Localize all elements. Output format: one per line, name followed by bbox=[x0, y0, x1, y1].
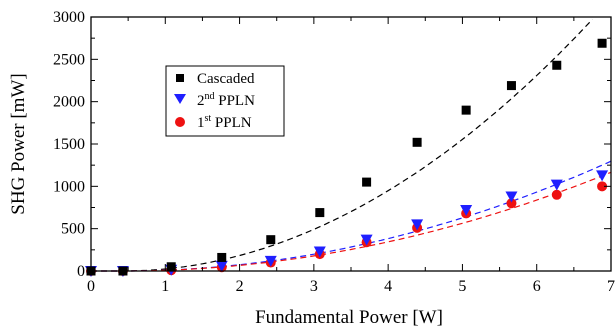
x-tick-label: 7 bbox=[607, 278, 615, 295]
point-cascaded bbox=[362, 177, 372, 187]
fit-curve-series-1 bbox=[91, 160, 612, 272]
y-tick-label: 500 bbox=[61, 221, 85, 238]
point-cascaded bbox=[461, 105, 471, 115]
point-2nd-ppln bbox=[505, 191, 518, 203]
point-cascaded bbox=[597, 38, 607, 48]
y-axis-label: SHG Power [mW] bbox=[8, 73, 29, 214]
point-cascaded bbox=[217, 252, 227, 262]
y-tick-label: 1500 bbox=[53, 136, 85, 153]
fit-curves bbox=[91, 18, 612, 272]
x-tick-label: 2 bbox=[236, 278, 244, 295]
point-cascaded bbox=[506, 81, 516, 91]
legend-box bbox=[165, 65, 285, 137]
plot-frame bbox=[90, 16, 612, 272]
x-axis-label: Fundamental Power [W] bbox=[255, 307, 443, 328]
point-2nd-ppln bbox=[215, 260, 228, 272]
y-tick-label: 0 bbox=[77, 263, 85, 280]
legend-label-2nd-ppln: 2nd PPLN bbox=[197, 91, 255, 109]
point-2nd-ppln bbox=[460, 205, 473, 217]
point-cascaded bbox=[266, 235, 276, 245]
legend-label-1st-sup: st bbox=[205, 113, 212, 124]
point-cascaded bbox=[315, 208, 325, 218]
point-1st-ppln bbox=[597, 181, 608, 192]
legend-label-2nd-sup: nd bbox=[205, 91, 215, 102]
y-tick-label: 2000 bbox=[53, 94, 85, 111]
x-tick-label: 3 bbox=[310, 278, 318, 295]
legend: Cascaded 2nd PPLN 1st PPLN bbox=[165, 65, 285, 137]
legend-marker-1st-ppln bbox=[175, 117, 185, 127]
data-points bbox=[85, 38, 609, 277]
point-2nd-ppln bbox=[360, 234, 373, 246]
point-cascaded bbox=[412, 137, 422, 147]
y-tick-label: 1000 bbox=[53, 178, 85, 195]
legend-label-cascaded: Cascaded bbox=[197, 71, 255, 87]
x-tick-label: 4 bbox=[384, 278, 392, 295]
x-tick-label: 6 bbox=[533, 278, 541, 295]
legend-label-1st-ppln: 1st PPLN bbox=[197, 113, 252, 131]
x-tick-label: 5 bbox=[458, 278, 466, 295]
point-cascaded bbox=[552, 60, 562, 70]
x-tick-label: 0 bbox=[87, 278, 95, 295]
legend-marker-cascaded bbox=[176, 74, 184, 82]
fit-curve-series-2 bbox=[91, 171, 612, 272]
point-2nd-ppln bbox=[411, 219, 424, 231]
x-tick-label: 1 bbox=[161, 278, 169, 295]
y-tick-label: 3000 bbox=[53, 9, 85, 26]
point-1st-ppln bbox=[551, 189, 562, 200]
point-2nd-ppln bbox=[550, 179, 563, 191]
point-1st-ppln bbox=[506, 198, 517, 209]
fit-curve-series-0 bbox=[91, 18, 593, 272]
legend-label-1st-main: 1 bbox=[197, 115, 205, 131]
axis-ticks bbox=[90, 16, 612, 272]
tick-labels: 0 1 2 3 4 5 6 7 0 500 1000 1500 2000 2500 3000 bbox=[53, 9, 615, 295]
point-2nd-ppln bbox=[596, 170, 609, 182]
point-cascaded bbox=[166, 262, 176, 272]
legend-label-2nd-rest: PPLN bbox=[215, 93, 256, 109]
point-2nd-ppln bbox=[313, 246, 326, 258]
y-tick-label: 2500 bbox=[53, 51, 85, 68]
legend-marker-2nd-ppln bbox=[174, 94, 186, 104]
point-2nd-ppln bbox=[264, 255, 277, 267]
legend-label-1st-rest: PPLN bbox=[211, 115, 252, 131]
legend-label-2nd-main: 2 bbox=[197, 93, 205, 109]
